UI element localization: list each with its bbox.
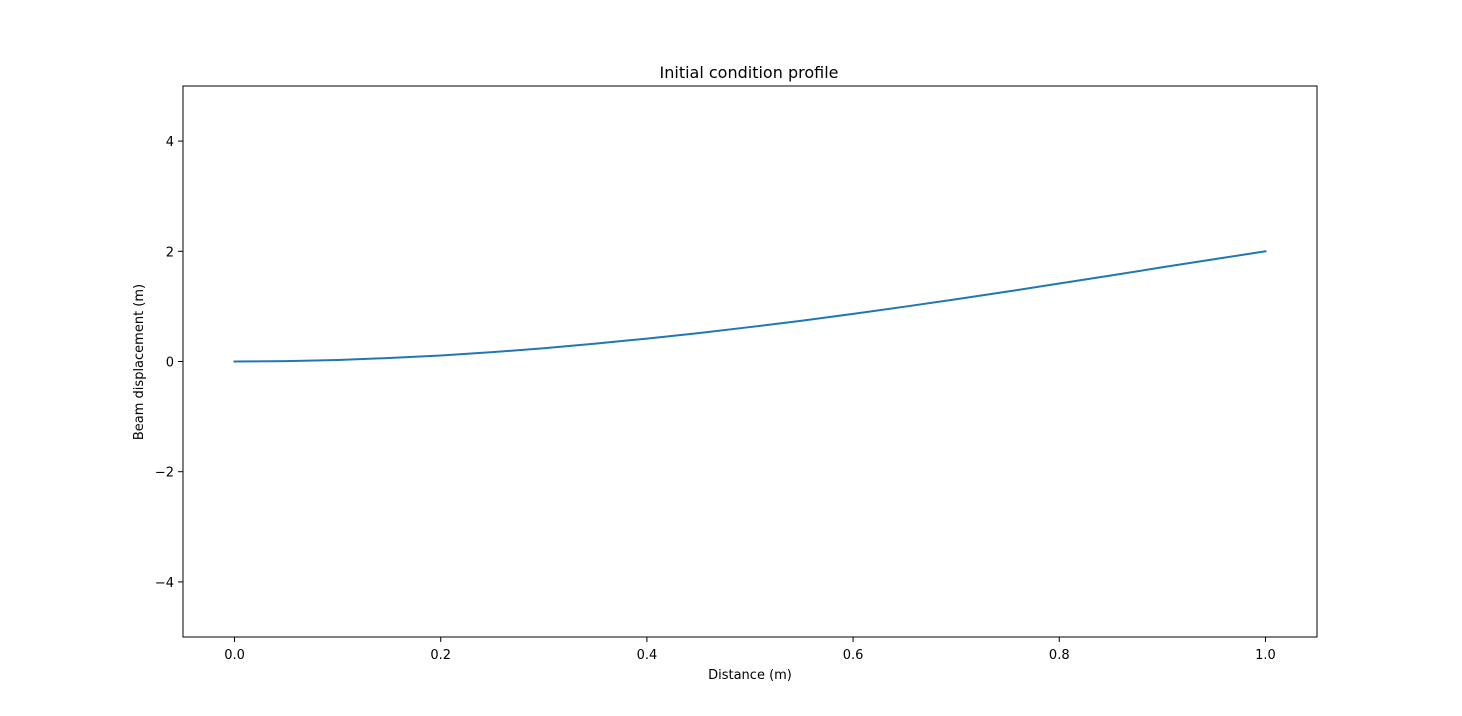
x-tick-label: 0.4: [637, 648, 658, 663]
y-tick-label: 4: [166, 135, 174, 150]
x-axis-label: Distance (m): [708, 668, 792, 683]
y-axis: −4 −2 0 2 4: [155, 135, 183, 591]
x-tick-label: 0.0: [224, 648, 245, 663]
y-tick-label: 2: [166, 245, 174, 260]
x-axis: 0.0 0.2 0.4 0.6 0.8 1.0: [224, 637, 1276, 663]
y-tick-label: 0: [166, 356, 174, 371]
y-axis-label: Beam displacement (m): [132, 284, 147, 440]
x-tick-label: 1.0: [1255, 648, 1276, 663]
y-tick-label: −2: [155, 466, 174, 481]
x-tick-label: 0.6: [843, 648, 864, 663]
x-tick-label: 0.8: [1049, 648, 1070, 663]
x-tick-label: 0.2: [430, 648, 451, 663]
series-line-0: [233, 250, 1267, 363]
series-layer: [233, 250, 1267, 363]
chart-title: Initial condition profile: [660, 63, 839, 82]
y-tick-label: −4: [155, 576, 174, 591]
